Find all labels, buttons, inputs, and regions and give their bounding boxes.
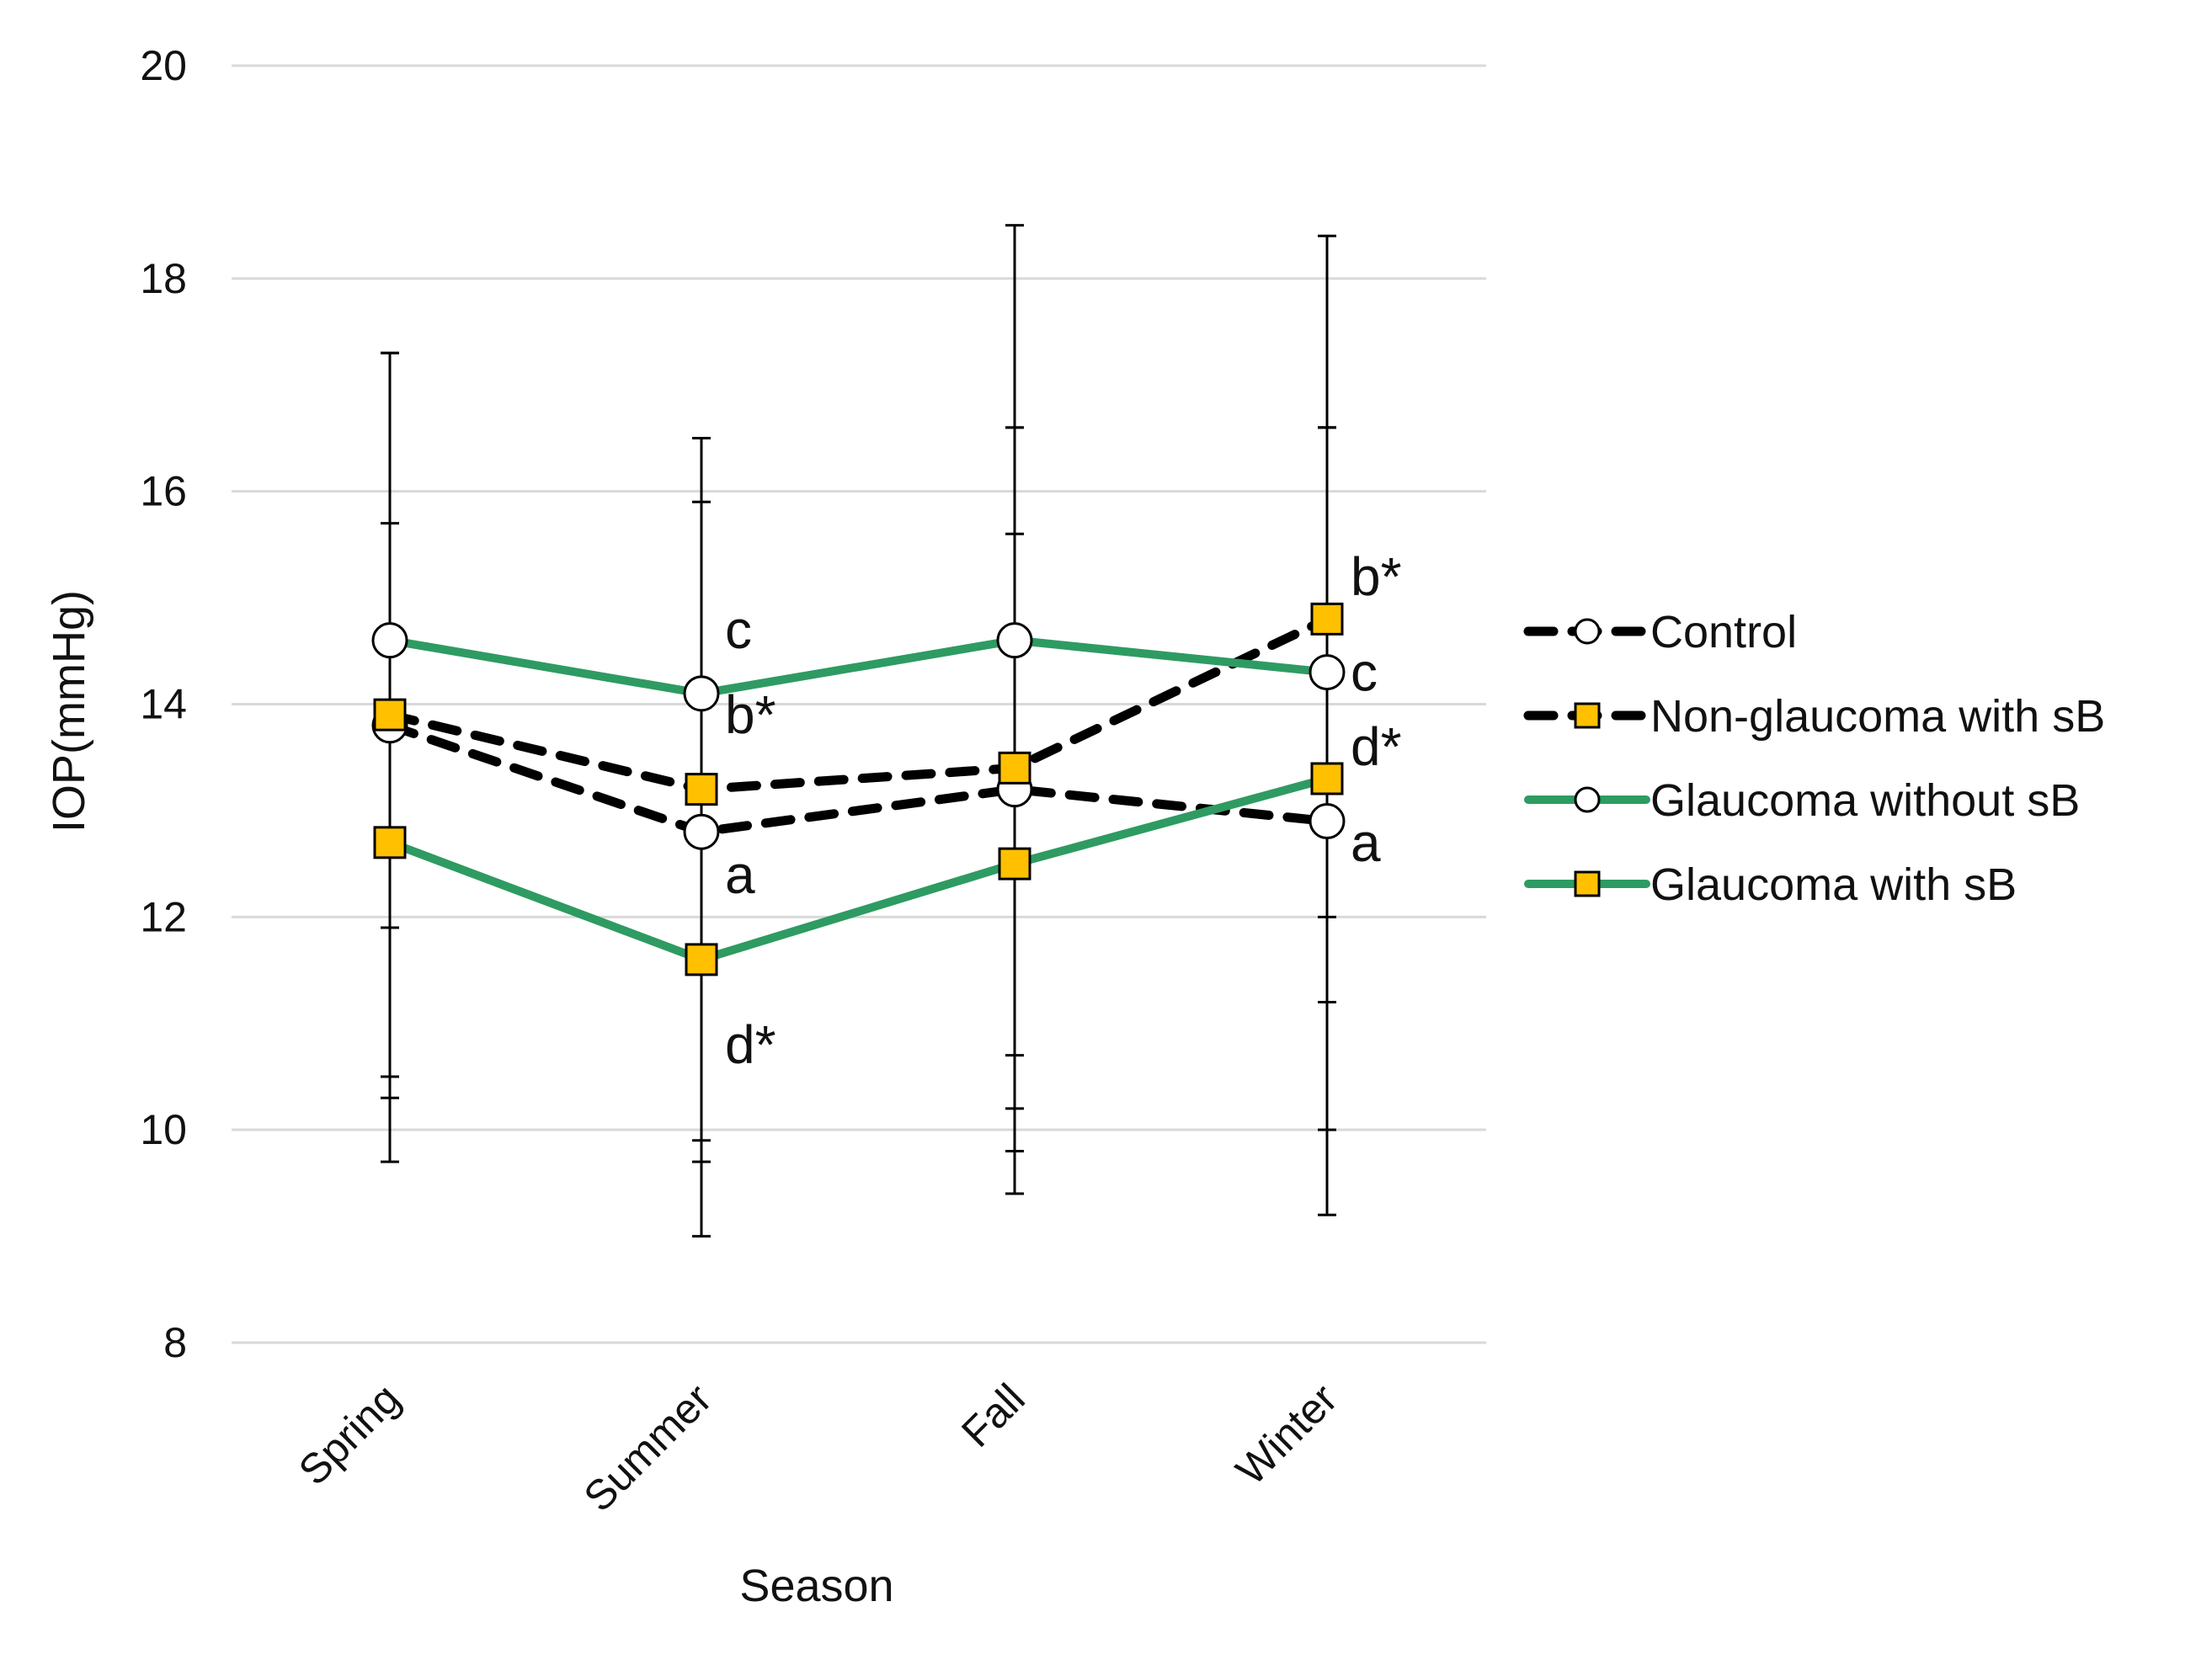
legend-label: Control [1650,607,1797,657]
series-lines [385,614,1332,964]
annotation-label: d* [1351,716,1402,777]
annotation-label: c [725,599,752,660]
annotation-label: d* [725,1014,776,1075]
series-line-control [385,721,1332,837]
legend-swatch-marker [1574,870,1601,897]
data-point-control [683,813,720,850]
annotation-label: b* [725,684,776,745]
legend-label: Glaucoma without sB [1650,775,2080,826]
x-axis-title: Season [739,1561,893,1611]
legend-swatch-marker [1574,618,1601,645]
legend-swatch-marker [1574,786,1601,813]
x-tick-label-summer: Summer [575,1375,721,1520]
annotation-label: c [1351,642,1378,703]
annotations: c b* a d* b* c d* a [725,546,1402,1075]
series-line-glaucoma-with-sb [386,774,1331,964]
y-tick-label: 18 [140,255,187,302]
y-tick-label: 14 [140,681,187,728]
series-markers [371,602,1346,976]
data-point-non-glaucoma-with-sb [373,698,407,732]
data-point-glaucoma-with-sb [998,847,1031,881]
data-point-glaucoma-with-sb [1310,762,1344,795]
data-point-control [1309,803,1346,840]
data-point-glaucoma-without-sb [1309,654,1346,691]
data-point-glaucoma-without-sb [683,675,720,712]
y-axis-ticks: 8 10 12 14 16 18 20 [140,42,187,1366]
x-axis-ticks: Spring Summer Fall Winter [290,1375,1346,1520]
data-point-glaucoma-with-sb [373,826,407,859]
y-tick-label: 12 [140,893,187,940]
error-bars [381,224,1336,1238]
y-tick-label: 16 [140,468,187,515]
y-axis-title: IOP(mmHg) [44,590,94,833]
data-point-glaucoma-with-sb [685,943,718,976]
legend-item-glaucoma-with-sb: Glaucoma with sB [1524,859,2017,910]
gridlines [232,64,1486,1344]
series-line-glaucoma-without-sb [386,636,1331,698]
legend-item-glaucoma-without-sb: Glaucoma without sB [1524,775,2080,826]
data-point-non-glaucoma-with-sb [685,773,718,806]
legend-label: Non-glaucoma with sB [1650,691,2105,742]
data-point-non-glaucoma-with-sb [1310,602,1344,636]
data-point-non-glaucoma-with-sb [998,751,1031,785]
y-tick-label: 8 [163,1319,187,1366]
y-tick-label: 10 [140,1106,187,1153]
x-tick-label-spring: Spring [290,1375,409,1494]
legend: Control Non-glaucoma with sB Glaucoma with… [1523,607,2105,910]
series-line-non-glaucoma-with-sb [385,614,1332,795]
data-point-glaucoma-without-sb [371,622,408,659]
y-tick-label: 20 [140,42,187,89]
legend-label: Glaucoma with sB [1650,859,2017,910]
x-tick-label-winter: Winter [1227,1375,1346,1494]
annotation-label: a [1351,812,1381,873]
x-tick-label-fall: Fall [952,1375,1034,1456]
legend-item-non-glaucoma-with-sb: Non-glaucoma with sB [1523,691,2105,742]
annotation-label: b* [1351,546,1402,607]
legend-swatch-marker [1574,702,1601,729]
annotation-label: a [725,844,755,905]
data-point-glaucoma-without-sb [996,622,1033,659]
legend-item-control: Control [1523,607,1797,657]
